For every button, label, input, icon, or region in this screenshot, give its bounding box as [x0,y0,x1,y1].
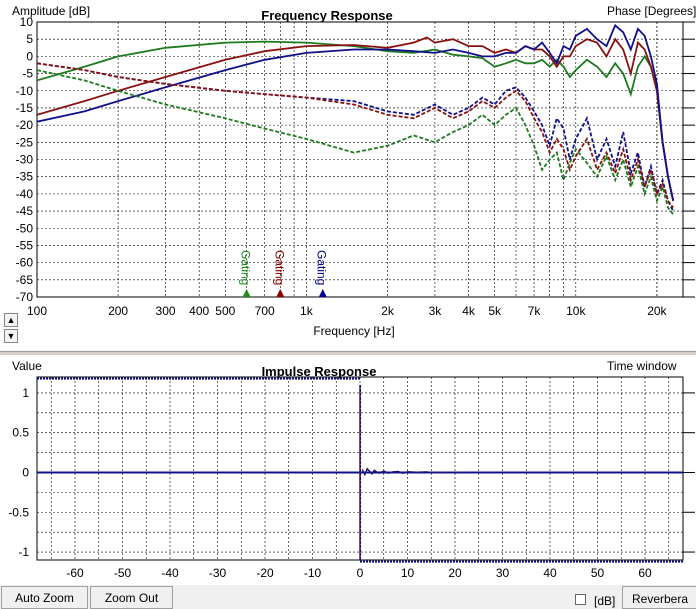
y-tick-label: -10 [16,84,34,98]
y-tick-label: 0.5 [12,426,29,440]
y-tick-label: -35 [16,170,34,184]
scroll-down-button[interactable]: ▼ [4,329,18,343]
x-tick-label: 50 [591,566,605,580]
frequency-series-line-1 [37,40,675,201]
x-tick-label: -40 [161,566,179,580]
x-tick-label: 20k [647,304,667,318]
y-tick-label: 0 [26,49,33,63]
impulse-response-chart[interactable]: 1 0.5 0 -0.5 -1 -60 -50 -40 -30 -20 -10 0 10 20 30 40 50… [0,355,696,602]
gating-marker-arrow [276,289,285,297]
x-tick-label: 500 [215,304,235,318]
x-tick-label: 4k [462,304,476,318]
reverberation-tab-label: Reverbera [632,592,689,606]
x-tick-label: 100 [27,304,47,318]
x-tick-label: 10 [401,566,415,580]
frequency-response-chart[interactable]: 10 5 0 -5 -10 -15 -20 -25 -30 -35 -40 -45 -50 -55 -60 -… [0,0,696,350]
reverberation-tab[interactable]: Reverbera [622,586,696,609]
impulse-ringing-2 [361,468,465,476]
y-tick-label: -5 [22,67,33,81]
panel-splitter[interactable] [0,351,696,355]
x-tick-label: 3k [429,304,443,318]
x-tick-label: 0 [357,566,364,580]
y-tick-label: 5 [26,32,33,46]
auto-zoom-button[interactable]: Auto Zoom [1,586,88,609]
y-tick-label: -60 [16,256,34,270]
x-tick-label: 10k [566,304,586,318]
frequency-response-panel: 10 5 0 -5 -10 -15 -20 -25 -30 -35 -40 -45 -50 -55 -60 -… [0,0,696,350]
x-axis-label: Frequency [Hz] [313,324,394,338]
y-tick-label: -25 [16,135,34,149]
x-tick-label: -10 [304,566,322,580]
y-tick-label: -40 [16,187,34,201]
y-tick-label: -50 [16,221,34,235]
y-tick-label: -1 [18,545,29,559]
x-tick-label: 20 [448,566,462,580]
x-tick-label: 1k [300,304,314,318]
gating-marker-label: Gating [315,250,329,285]
gating-marker-arrow [318,289,327,297]
x-tick-label: 40 [543,566,557,580]
down-arrow-icon: ▼ [6,331,16,341]
gating-marker-label: Gating [239,250,253,285]
x-tick-label: -30 [209,566,227,580]
x-tick-label: -50 [114,566,132,580]
y-tick-label: -15 [16,101,34,115]
gating-marker-arrow [242,289,251,297]
y-tick-label: -65 [16,273,34,287]
db-checkbox[interactable] [575,594,586,605]
x-tick-label: 700 [255,304,275,318]
scroll-up-button[interactable]: ▲ [4,313,18,327]
y-tick-label: -0.5 [8,505,29,519]
x-tick-label: 7k [528,304,542,318]
up-arrow-icon: ▲ [6,315,16,325]
x-tick-label: -20 [256,566,274,580]
bottom-toolbar: Auto Zoom Zoom Out [dB] Reverbera [0,585,696,609]
y-tick-label: 1 [22,386,29,400]
x-tick-label: 400 [189,304,209,318]
gating-marker-label: Gating [272,250,286,285]
y2-axis-label: Phase [Degrees] [607,4,696,18]
x-tick-label: 5k [488,304,502,318]
frequency-series-line-3 [37,23,675,201]
y-tick-label: 10 [20,15,34,29]
y-axis-label: Amplitude [dB] [12,4,90,18]
impulse-response-panel: 1 0.5 0 -0.5 -1 -60 -50 -40 -30 -20 -10 0 10 20 30 40 50… [0,355,696,602]
x-tick-label: 30 [496,566,510,580]
y-tick-label: -20 [16,118,34,132]
y-tick-label: -70 [16,290,34,304]
plot-area [36,21,684,298]
y-tick-label: 0 [22,465,29,479]
x-tick-label: 300 [156,304,176,318]
y-tick-label: -45 [16,204,34,218]
x-tick-label: 2k [381,304,395,318]
x-tick-label: -60 [66,566,84,580]
zoom-out-button[interactable]: Zoom Out [90,586,173,609]
x-tick-label: 60 [638,566,652,580]
frequency-series-line-5 [37,62,674,209]
y-axis-label: Value [12,359,42,373]
chart-title: Frequency Response [261,8,393,23]
y2-axis-label: Time window [607,359,677,373]
x-tick-label: 200 [108,304,128,318]
chart-title: Impulse Response [262,364,377,379]
db-checkbox-label: [dB] [594,594,616,608]
frequency-series-line-6 [37,69,674,216]
y-tick-label: -30 [16,153,34,167]
y-tick-label: -55 [16,238,34,252]
